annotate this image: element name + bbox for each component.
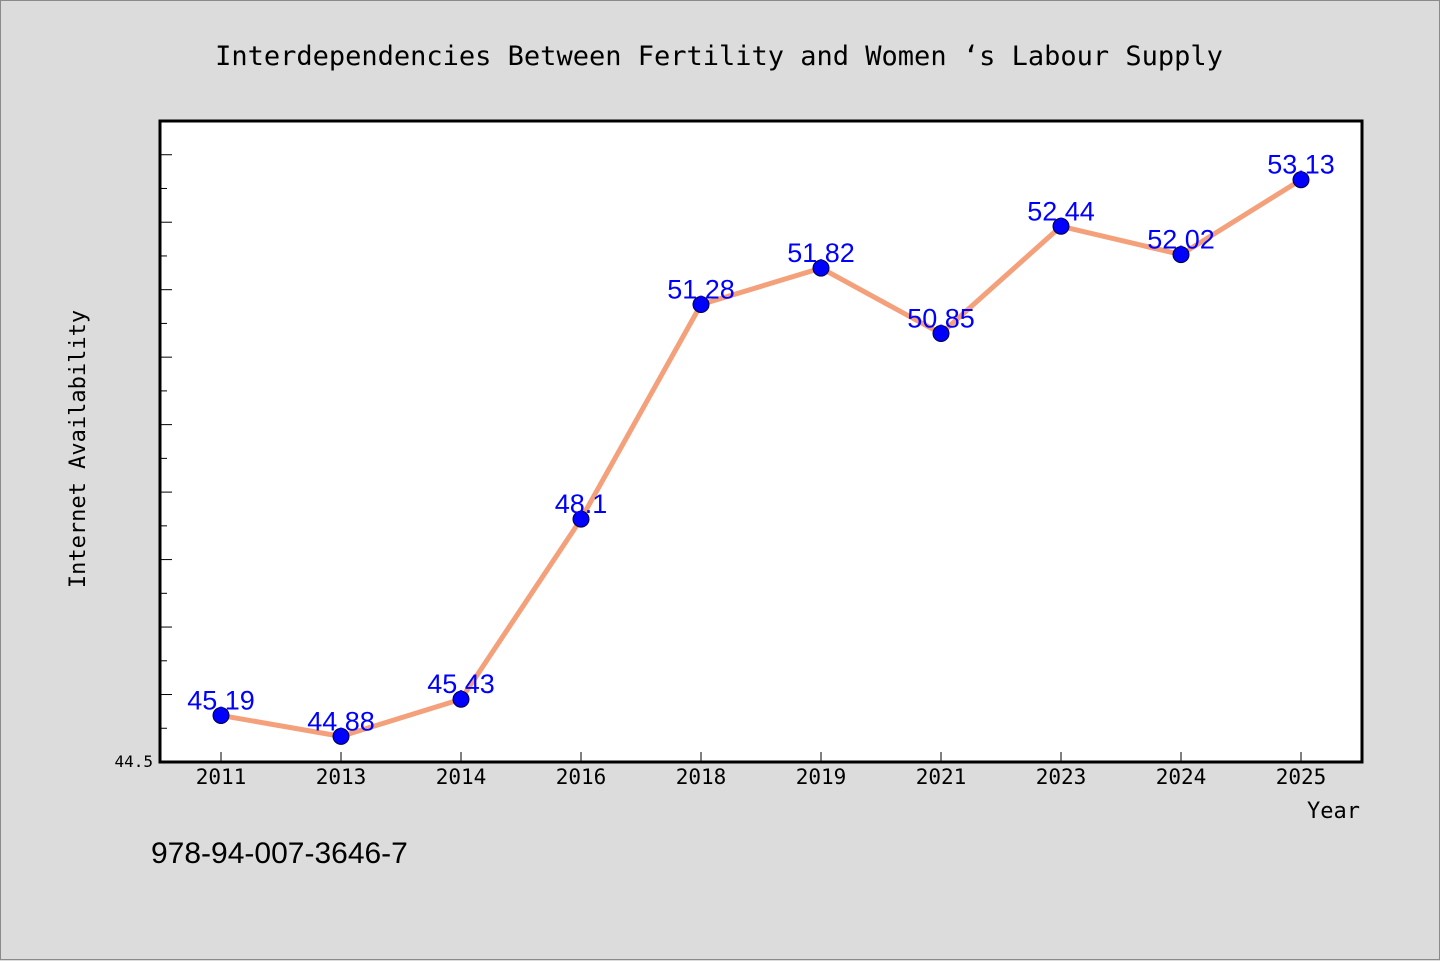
x-tick-label: 2021 (916, 765, 967, 789)
x-tick-label: 2018 (676, 765, 727, 789)
x-tick-label: 2013 (316, 765, 367, 789)
data-label: 50.85 (907, 304, 975, 334)
data-point (332, 727, 350, 745)
data-label: 44.88 (307, 706, 375, 736)
data-point (1172, 246, 1190, 264)
data-point (572, 510, 590, 528)
y-axis-minor-ticks (160, 120, 172, 763)
data-label: 52.02 (1147, 225, 1215, 255)
isbn-footer: 978-94-007-3646-7 (151, 837, 408, 870)
series-layer: 45.19 44.88 45.43 48.1 51.28 51.82 50.85 52.44 5… (187, 150, 1335, 745)
series-line (218, 177, 1304, 739)
chart-title: Interdependencies Between Fertility and … (215, 41, 1223, 72)
x-axis-ticks: 2011 2013 2014 2016 2018 2019 2021 2023 2024 2025 (196, 752, 1327, 789)
data-point (812, 259, 830, 277)
data-point (1292, 171, 1310, 189)
data-point (692, 296, 710, 314)
x-tick-label: 2014 (436, 765, 487, 789)
data-label: 53.13 (1267, 150, 1335, 180)
y-tick-label: 44.5 (114, 752, 153, 771)
x-tick-label: 2024 (1156, 765, 1207, 789)
data-label: 48.1 (555, 489, 608, 519)
x-tick-label: 2011 (196, 765, 247, 789)
data-point (1052, 217, 1070, 235)
data-label: 51.28 (667, 275, 735, 305)
x-tick-label: 2023 (1036, 765, 1087, 789)
data-point (452, 690, 470, 708)
data-label: 45.43 (427, 669, 495, 699)
x-axis-title: Year (1307, 799, 1360, 824)
data-point (212, 706, 230, 724)
x-tick-label: 2025 (1276, 765, 1327, 789)
x-tick-label: 2016 (556, 765, 607, 789)
y-axis-title: Internet Availability (66, 310, 91, 588)
data-label: 45.19 (187, 685, 255, 715)
x-tick-label: 2019 (796, 765, 847, 789)
plot-area (158, 119, 1364, 764)
data-label: 52.44 (1027, 196, 1095, 226)
data-point (932, 325, 950, 343)
data-label: 51.82 (787, 238, 855, 268)
